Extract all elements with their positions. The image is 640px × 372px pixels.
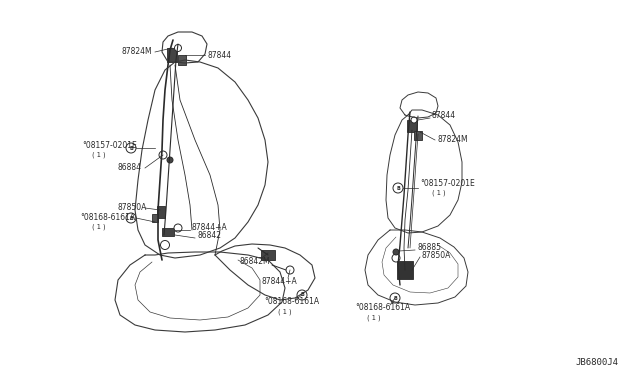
Text: 86842: 86842 — [197, 231, 221, 241]
Text: ( 1 ): ( 1 ) — [92, 152, 106, 158]
Text: B: B — [300, 292, 304, 298]
Text: JB6800J4: JB6800J4 — [575, 358, 618, 367]
Text: B: B — [129, 145, 133, 151]
Bar — [407, 120, 417, 132]
Bar — [414, 131, 422, 140]
Text: ( 1 ): ( 1 ) — [92, 224, 106, 230]
Bar — [152, 214, 158, 222]
Text: 87844: 87844 — [432, 112, 456, 121]
Text: 87844+A: 87844+A — [262, 278, 298, 286]
Text: 87824M: 87824M — [122, 46, 152, 55]
Text: B: B — [393, 295, 397, 301]
Bar — [261, 250, 275, 260]
Text: ( 1 ): ( 1 ) — [432, 190, 445, 196]
Text: 87844+A: 87844+A — [192, 224, 228, 232]
Text: 86885: 86885 — [417, 243, 441, 251]
Text: 87850A: 87850A — [422, 251, 451, 260]
Circle shape — [159, 151, 167, 159]
Text: °08157-0201E: °08157-0201E — [420, 179, 475, 187]
Circle shape — [411, 117, 417, 123]
Bar — [397, 261, 413, 279]
Circle shape — [392, 254, 400, 262]
Bar — [162, 228, 174, 236]
Text: ( 1 ): ( 1 ) — [367, 315, 381, 321]
Bar — [157, 206, 165, 218]
Circle shape — [286, 266, 294, 274]
Text: °08168-6161A: °08168-6161A — [264, 298, 319, 307]
Text: 86842M: 86842M — [240, 257, 271, 266]
Bar — [178, 55, 186, 65]
Text: 87824M: 87824M — [437, 135, 468, 144]
Text: B: B — [129, 215, 133, 221]
Text: 86884: 86884 — [118, 164, 142, 173]
Text: °08157-0201E: °08157-0201E — [82, 141, 137, 150]
Text: B: B — [396, 186, 400, 190]
Bar — [167, 48, 177, 62]
Text: °08168-6161A: °08168-6161A — [355, 304, 410, 312]
Circle shape — [175, 45, 182, 51]
Circle shape — [161, 241, 170, 250]
Text: ( 1 ): ( 1 ) — [278, 309, 292, 315]
Circle shape — [167, 157, 173, 163]
Text: 87844: 87844 — [207, 51, 231, 60]
Circle shape — [393, 249, 399, 255]
Text: 87850A: 87850A — [118, 202, 147, 212]
Text: °08168-6161A: °08168-6161A — [80, 212, 135, 221]
Circle shape — [174, 224, 182, 232]
